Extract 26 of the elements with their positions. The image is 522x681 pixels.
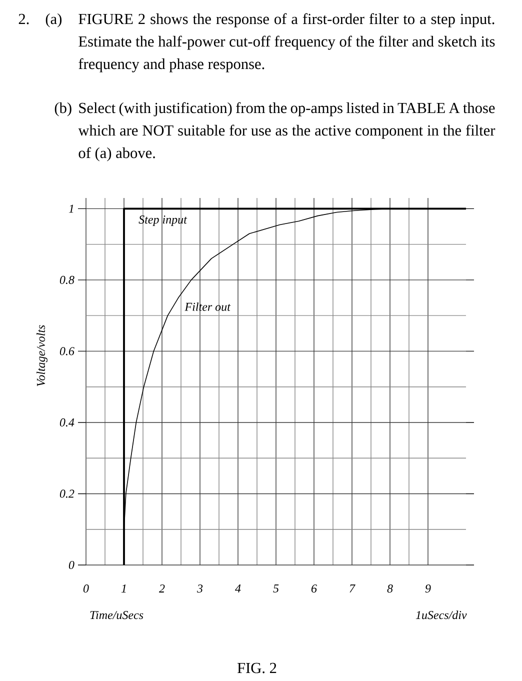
text: Select (with justification) from the op-amps listed in TABLE A those which are NOT suitable for use as the active component in the filter of (a) above.	[78, 102, 496, 162]
x-tick-label: 7	[350, 584, 356, 592]
text: 2.	[18, 14, 29, 24]
x-tick-label: 4	[235, 584, 241, 592]
y-tick-label: 0.2	[60, 490, 74, 498]
caption: FIGURE 2 shows the response of a first-order filter to a step input. Estimate the half-power cut-off frequency of the filter and sketch its frequency and phase response.	[78, 13, 495, 72]
text: (a)	[46, 13, 62, 28]
caption: FIG. 2	[237, 662, 276, 674]
y-tick-label: 0.4	[60, 418, 74, 427]
x-axis-title: Time/uSecs	[90, 611, 144, 620]
y-axis-title: Voltage/volts	[36, 325, 48, 386]
x-tick-label: 5	[273, 584, 279, 592]
x-tick-label: 1	[121, 584, 126, 592]
x-tick-label: 9	[425, 584, 431, 593]
y-tick-label: 0.6	[60, 347, 74, 356]
x-tick-label: 2	[158, 584, 165, 592]
text: (b)	[54, 102, 72, 116]
series-label: Step input	[138, 216, 188, 226]
x-tick-label: 3	[196, 584, 203, 593]
y-tick-label: 0.8	[60, 276, 74, 284]
text: 1uSecs/div	[416, 610, 467, 620]
x-tick-label: 6	[311, 584, 317, 593]
y-tick-label: 1	[68, 204, 74, 213]
x-tick-label: 0	[83, 584, 89, 593]
y-tick-label: 0	[68, 560, 74, 570]
x-tick-label: 8	[387, 584, 393, 593]
